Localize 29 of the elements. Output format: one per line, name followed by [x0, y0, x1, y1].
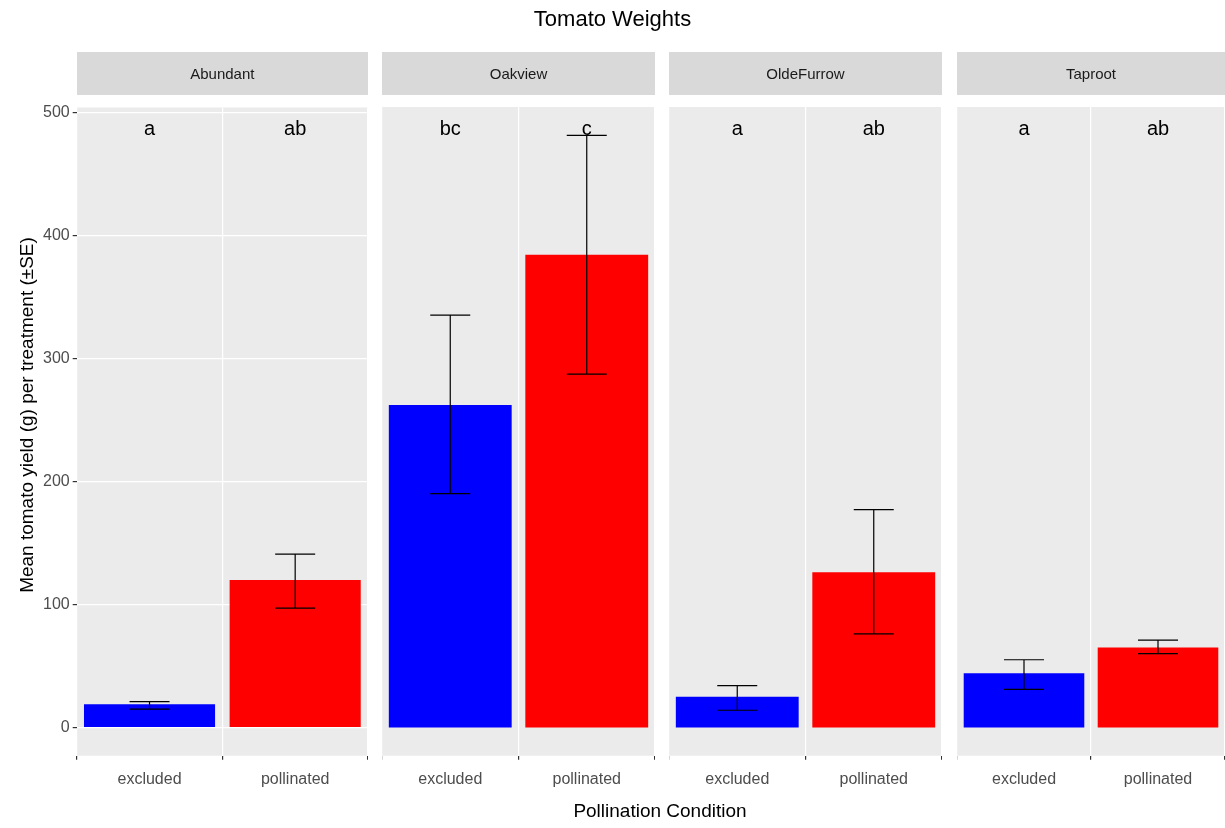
x-tick-label: pollinated: [260, 769, 330, 787]
annotation: a: [143, 117, 156, 140]
y-tick-label: 0: [60, 717, 70, 735]
x-tick-label: pollinated: [1123, 769, 1193, 787]
annotation: c: [581, 116, 592, 139]
y-tick-label: 200: [42, 471, 70, 489]
chart-subtitle: Taproot: [957, 52, 1225, 95]
annotation: a: [731, 116, 744, 139]
y-axis-title: Mean tomato yield (g) per treatment (±SE): [16, 237, 38, 593]
y-tick-label: 100: [42, 594, 70, 612]
y-tick-label: 300: [42, 348, 70, 366]
annotation: a: [1018, 116, 1031, 139]
x-axis-title: Pollination Condition: [572, 800, 748, 822]
x-tick-label: excluded: [117, 769, 182, 787]
x-tick-label: excluded: [418, 769, 483, 787]
chart-subtitle: Oakview: [382, 52, 655, 95]
annotation: ab: [1146, 116, 1170, 139]
x-tick-label: pollinated: [552, 769, 621, 787]
chart-title: Tomato Weights: [532, 6, 693, 32]
x-tick-label: excluded: [705, 769, 770, 787]
y-tick-label: 500: [42, 102, 70, 120]
y-tick-label: 400: [42, 225, 70, 243]
chart-subtitle: Abundant: [76, 52, 368, 95]
x-tick-label: excluded: [991, 769, 1057, 787]
annotation: ab: [862, 116, 885, 139]
annotation: ab: [284, 117, 307, 140]
chart-subtitle: OldeFurrow: [669, 52, 942, 95]
x-tick-label: pollinated: [839, 769, 908, 787]
annotation: bc: [439, 116, 461, 139]
